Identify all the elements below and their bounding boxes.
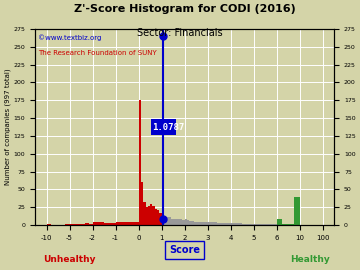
Bar <box>69 224 77 225</box>
Bar <box>242 224 254 225</box>
Bar <box>283 224 294 225</box>
Bar <box>141 182 143 225</box>
X-axis label: Score: Score <box>169 245 200 255</box>
Bar <box>157 210 159 225</box>
Bar <box>173 219 175 225</box>
Text: Healthy: Healthy <box>290 255 330 264</box>
Bar <box>198 222 201 225</box>
Bar <box>168 217 171 225</box>
Bar <box>194 221 196 225</box>
Bar <box>265 224 277 225</box>
Bar <box>185 219 187 225</box>
Bar <box>145 207 148 225</box>
Bar <box>201 221 203 225</box>
Text: ©www.textbiz.org: ©www.textbiz.org <box>38 35 102 41</box>
Bar <box>166 217 168 225</box>
Bar <box>208 221 212 225</box>
Bar <box>217 223 221 225</box>
Bar <box>104 223 116 225</box>
Bar <box>178 219 180 225</box>
Bar <box>93 222 104 225</box>
Text: Sector: Financials: Sector: Financials <box>137 28 223 38</box>
Bar <box>192 221 194 225</box>
Bar <box>116 222 127 225</box>
Bar <box>155 209 157 225</box>
Bar <box>189 221 192 225</box>
Bar <box>162 216 164 225</box>
Bar <box>65 224 69 225</box>
Bar <box>277 219 283 225</box>
Bar <box>139 100 141 225</box>
Bar <box>212 222 217 225</box>
Bar <box>159 213 162 225</box>
Bar <box>294 197 300 225</box>
Text: The Research Foundation of SUNY: The Research Foundation of SUNY <box>38 50 157 56</box>
Bar <box>231 223 242 225</box>
Bar <box>152 206 155 225</box>
Bar <box>148 206 150 225</box>
FancyBboxPatch shape <box>151 119 176 135</box>
Bar <box>164 218 166 225</box>
Bar <box>150 204 152 225</box>
Bar <box>46 224 51 225</box>
Bar <box>127 221 139 225</box>
Bar <box>143 202 145 225</box>
Y-axis label: Number of companies (997 total): Number of companies (997 total) <box>4 69 11 185</box>
Bar <box>77 224 85 225</box>
Bar <box>89 224 93 225</box>
Bar <box>171 219 173 225</box>
Bar <box>226 223 231 225</box>
Text: Unhealthy: Unhealthy <box>43 255 96 264</box>
Bar <box>196 221 198 225</box>
Bar <box>187 220 189 225</box>
Bar <box>205 222 208 225</box>
Bar <box>182 220 185 225</box>
Title: Z'-Score Histogram for CODI (2016): Z'-Score Histogram for CODI (2016) <box>74 4 296 14</box>
Bar <box>85 223 89 225</box>
Bar <box>254 224 265 225</box>
Bar <box>221 223 226 225</box>
Text: 1.0787: 1.0787 <box>152 123 184 132</box>
Bar <box>175 219 178 225</box>
Bar <box>203 222 205 225</box>
Bar <box>180 219 182 225</box>
